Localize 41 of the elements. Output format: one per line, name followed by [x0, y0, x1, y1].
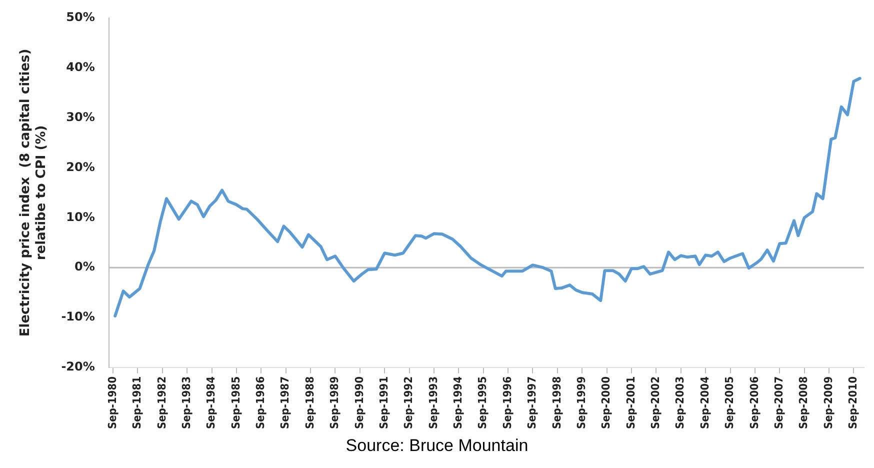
x-tick-label: Sep-1998 — [550, 376, 564, 429]
x-tick-label: Sep-1995 — [476, 376, 490, 429]
x-tick-label: Sep-1983 — [180, 376, 193, 429]
y-tick-label: 50% — [66, 10, 95, 24]
y-tick-label: -20% — [61, 360, 95, 374]
x-tick-label: Sep-2004 — [698, 376, 712, 429]
x-tick-label: Sep-2000 — [600, 376, 613, 429]
y-tick-label: 10% — [66, 210, 95, 224]
x-tick-label: Sep-1991 — [377, 376, 390, 429]
x-tick-label: Sep-1985 — [229, 376, 242, 429]
x-tick-label: Sep-2003 — [674, 376, 687, 429]
y-tick-label: 30% — [66, 110, 95, 124]
x-tick-label: Sep-1981 — [130, 376, 144, 429]
x-tick-label: Sep-2007 — [772, 376, 786, 429]
x-tick-label: Sep-1993 — [426, 376, 440, 429]
x-tick-label: Sep-1990 — [352, 376, 366, 429]
x-tick-label: Sep-2005 — [723, 376, 736, 429]
x-tick-label: Sep-1988 — [303, 376, 316, 429]
x-tick-label: Sep-2009 — [822, 376, 835, 429]
x-tick-label: Sep-2002 — [649, 376, 662, 429]
x-tick-label: Sep-1994 — [452, 376, 465, 429]
x-tick-label: Sep-1999 — [574, 376, 588, 429]
x-tick-label: Sep-1996 — [500, 376, 514, 429]
y-tick-label: 20% — [66, 160, 95, 174]
y-tick-label: -10% — [61, 310, 95, 324]
x-tick-label: Sep-1987 — [278, 376, 292, 429]
x-tick-label: Sep-2001 — [624, 376, 638, 429]
x-tick-label: Sep-2008 — [797, 376, 810, 429]
x-tick-label: Sep-1982 — [155, 376, 168, 429]
y-axis-title: Electricity price index (8 capital cities) relatibe to CPI (%) — [18, 48, 49, 337]
y-tick-label: 0% — [74, 260, 95, 274]
y-tick-label: 40% — [66, 60, 95, 74]
x-tick-label: Sep-1989 — [328, 376, 342, 429]
x-tick-label: Sep-2010 — [846, 376, 860, 429]
x-tick-label: Sep-2006 — [748, 376, 761, 429]
x-tick-label: Sep-1980 — [106, 376, 119, 429]
x-tick-label: Sep-1992 — [402, 376, 416, 429]
source-note: Source: Bruce Mountain — [344, 436, 530, 456]
x-tick-label: Sep-1997 — [526, 376, 539, 429]
x-tick-label: Sep-1986 — [254, 376, 268, 429]
x-tick-label: Sep-1984 — [204, 376, 218, 429]
